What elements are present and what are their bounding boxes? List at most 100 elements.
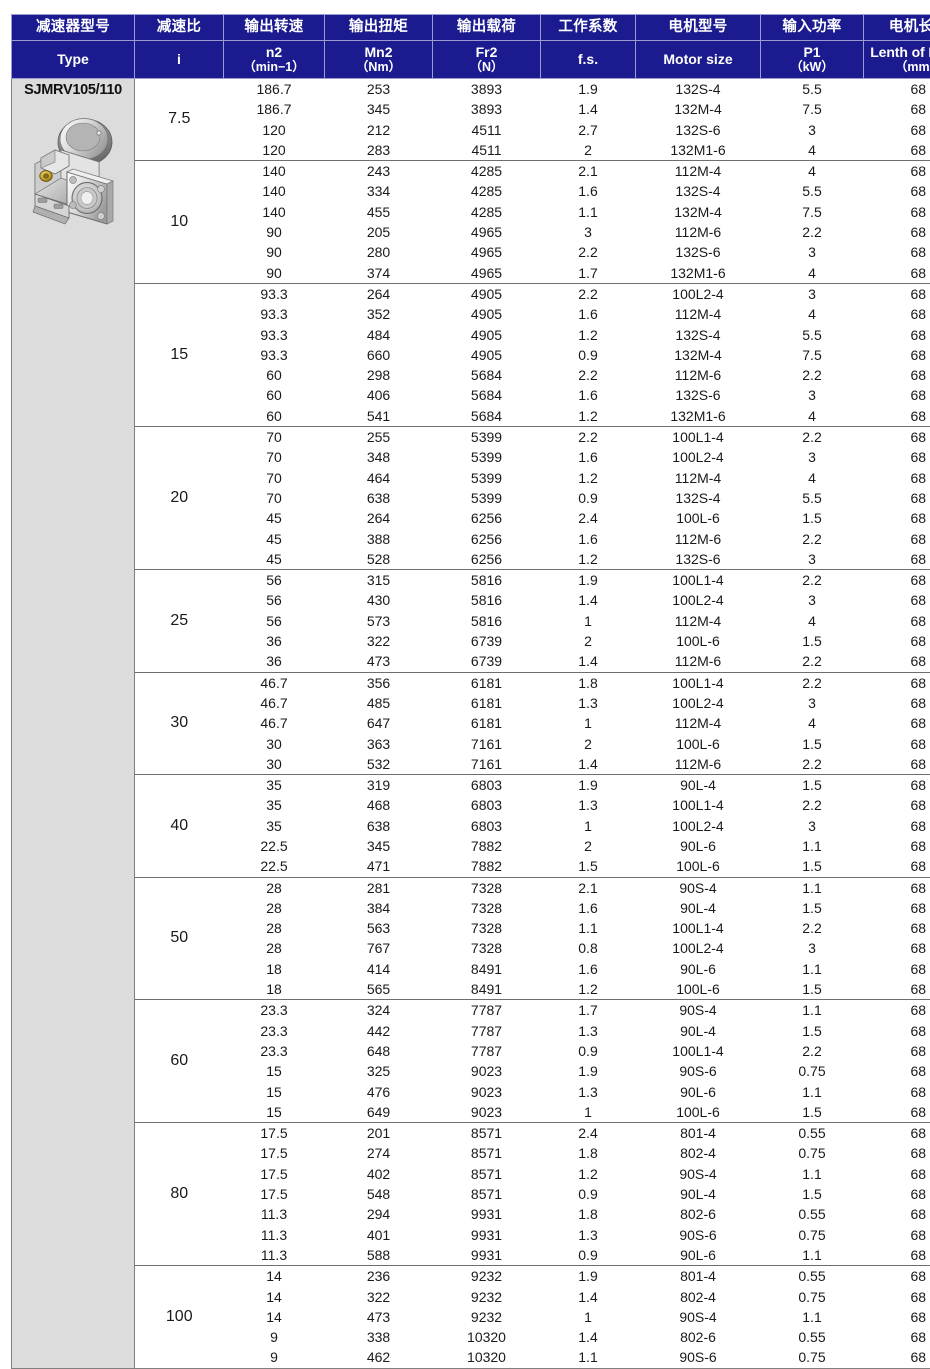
cell-service-factor: 2.4 [541,508,636,528]
cell-output-speed: 46.7 [224,693,325,713]
cell-motor-length: 68 [864,508,930,528]
cell-input-power: 2.2 [761,222,864,242]
cell-motor-length: 68 [864,856,930,877]
cell-output-torque: 264 [325,283,433,304]
cell-output-speed: 93.3 [224,345,325,365]
cell-output-speed: 60 [224,385,325,405]
cell-motor-size: 802-4 [636,1143,761,1163]
cell-output-load: 7161 [433,734,541,754]
cell-service-factor: 1.4 [541,590,636,610]
cell-service-factor: 2.2 [541,365,636,385]
header-en-ratio: i [135,41,224,79]
cell-input-power: 1.5 [761,979,864,1000]
cell-motor-length: 68 [864,1266,930,1287]
cell-output-torque: 532 [325,754,433,775]
cell-motor-size: 801-4 [636,1266,761,1287]
header-en-ratio-main: i [135,52,223,68]
cell-output-torque: 455 [325,202,433,222]
cell-service-factor: 1.4 [541,651,636,672]
cell-motor-length: 68 [864,488,930,508]
cell-motor-length: 68 [864,651,930,672]
cell-service-factor: 1.1 [541,918,636,938]
cell-service-factor: 1 [541,1307,636,1327]
cell-output-load: 4511 [433,120,541,140]
cell-motor-size: 112M-4 [636,161,761,182]
cell-output-torque: 322 [325,1287,433,1307]
cell-service-factor: 1.6 [541,304,636,324]
cell-service-factor: 2.1 [541,877,636,898]
header-en-n2: n2 （min−1） [224,41,325,79]
cell-motor-size: 132M1-6 [636,140,761,161]
cell-input-power: 2.2 [761,754,864,775]
cell-output-speed: 70 [224,488,325,508]
cell-input-power: 0.75 [761,1225,864,1245]
cell-output-speed: 60 [224,406,325,427]
cell-service-factor: 1.1 [541,202,636,222]
cell-input-power: 4 [761,406,864,427]
cell-motor-size: 132S-4 [636,488,761,508]
cell-output-speed: 15 [224,1061,325,1081]
header-en-fs-main: f.s. [541,52,635,68]
cell-input-power: 4 [761,140,864,161]
cell-input-power: 4 [761,161,864,182]
cell-output-torque: 462 [325,1347,433,1368]
header-en-length-main: Lenth of Motor [864,45,930,61]
cell-motor-size: 132S-4 [636,325,761,345]
cell-motor-length: 68 [864,325,930,345]
cell-input-power: 4 [761,263,864,284]
cell-output-load: 8491 [433,959,541,979]
cell-motor-length: 68 [864,713,930,733]
cell-output-torque: 363 [325,734,433,754]
cell-input-power: 3 [761,549,864,570]
cell-output-torque: 473 [325,651,433,672]
cell-input-power: 3 [761,385,864,405]
cell-motor-size: 100L1-4 [636,570,761,591]
cell-output-speed: 30 [224,734,325,754]
cell-service-factor: 1.2 [541,1164,636,1184]
cell-service-factor: 1.2 [541,549,636,570]
cell-output-load: 7882 [433,836,541,856]
cell-motor-length: 68 [864,1164,930,1184]
cell-output-speed: 36 [224,631,325,651]
cell-output-torque: 476 [325,1082,433,1102]
header-en-motorsize-main: Motor size [636,52,760,68]
cell-service-factor: 1 [541,816,636,836]
cell-output-speed: 11.3 [224,1204,325,1224]
cell-input-power: 1.1 [761,1082,864,1102]
cell-output-speed: 46.7 [224,713,325,733]
reduction-ratio-cell: 50 [135,877,224,1000]
cell-motor-length: 68 [864,959,930,979]
cell-output-speed: 120 [224,140,325,161]
cell-service-factor: 1.5 [541,856,636,877]
cell-motor-size: 100L1-4 [636,918,761,938]
cell-output-torque: 563 [325,918,433,938]
cell-motor-size: 112M-6 [636,222,761,242]
cell-output-torque: 767 [325,938,433,958]
cell-output-load: 7882 [433,856,541,877]
cell-output-load: 6181 [433,713,541,733]
cell-input-power: 3 [761,283,864,304]
cell-input-power: 3 [761,242,864,262]
cell-output-speed: 56 [224,590,325,610]
cell-motor-length: 68 [864,120,930,140]
cell-motor-size: 100L2-4 [636,283,761,304]
cell-output-load: 6181 [433,672,541,693]
cell-motor-length: 68 [864,938,930,958]
cell-input-power: 3 [761,120,864,140]
cell-motor-size: 100L-6 [636,856,761,877]
cell-service-factor: 1.6 [541,959,636,979]
cell-motor-length: 68 [864,1287,930,1307]
header-en-mn2: Mn2 （Nm） [325,41,433,79]
cell-output-torque: 255 [325,427,433,448]
cell-input-power: 3 [761,590,864,610]
cell-motor-length: 68 [864,1225,930,1245]
cell-motor-size: 90S-4 [636,1164,761,1184]
cell-output-speed: 93.3 [224,304,325,324]
cell-service-factor: 0.9 [541,1245,636,1266]
cell-output-speed: 17.5 [224,1143,325,1163]
cell-motor-length: 68 [864,202,930,222]
cell-motor-size: 100L-6 [636,734,761,754]
cell-input-power: 2.2 [761,651,864,672]
